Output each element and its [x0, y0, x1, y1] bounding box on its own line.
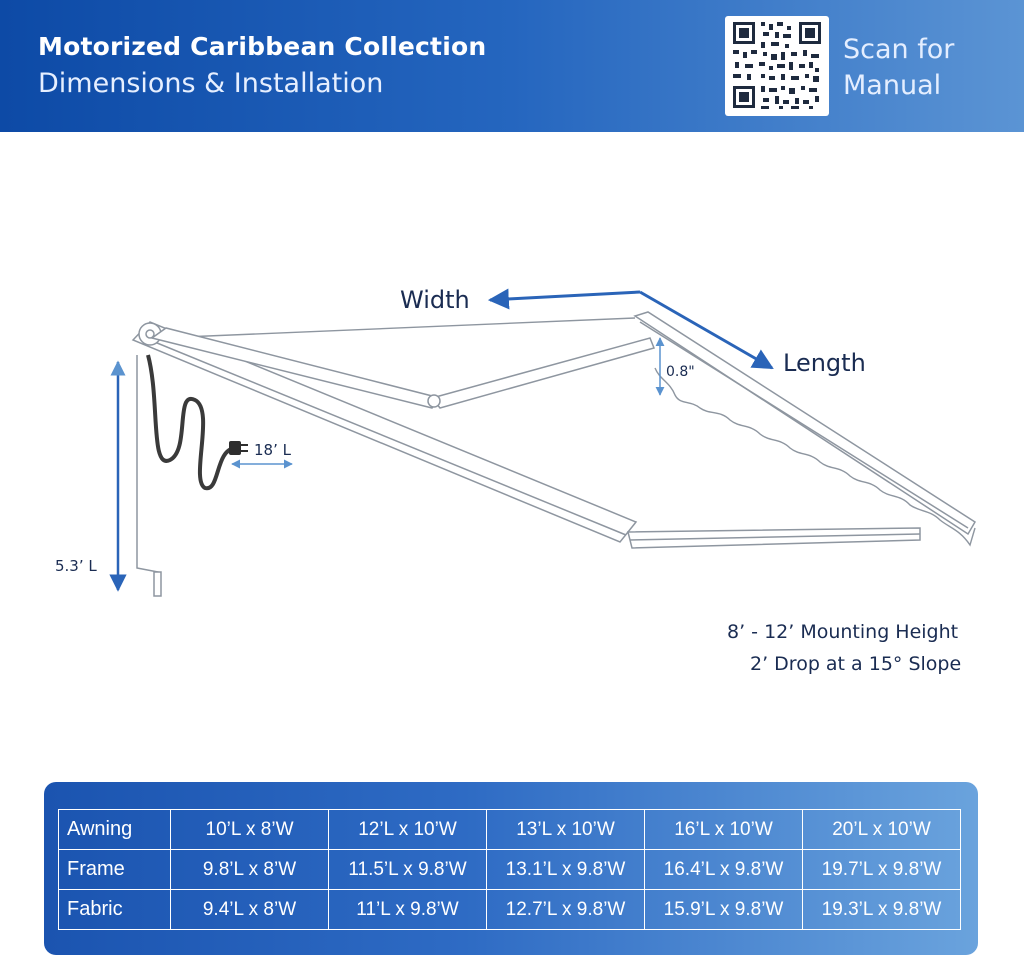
table-cell: 15.9’L x 9.8’W — [644, 889, 803, 930]
drop-slope-label: 2’ Drop at a 15° Slope — [750, 653, 962, 675]
folding-arm — [150, 327, 656, 409]
awning-diagram — [109, 288, 977, 597]
table-cell: 12’L x 10’W — [328, 809, 487, 850]
table-row: Awning 10’L x 8’W 12’L x 10’W 13’L x 10’… — [58, 809, 961, 850]
table-cell: 16’L x 10’W — [644, 809, 803, 850]
size-table-panel: Awning 10’L x 8’W 12’L x 10’W 13’L x 10’… — [44, 782, 978, 955]
table-cell: 10’L x 8’W — [170, 809, 329, 850]
header-banner: Motorized Caribbean Collection Dimension… — [0, 0, 1024, 132]
plug-icon — [229, 441, 241, 455]
table-cell: 19.7’L x 9.8’W — [802, 849, 961, 890]
table-cell: 19.3’L x 9.8’W — [802, 889, 961, 930]
row-label: Awning — [58, 809, 171, 850]
size-table: Awning 10’L x 8’W 12’L x 10’W 13’L x 10’… — [58, 809, 961, 930]
cord-length-label: 18’ L — [254, 441, 291, 459]
page-title: Motorized Caribbean Collection — [38, 32, 487, 61]
table-cell: 11’L x 9.8’W — [328, 889, 487, 930]
mounting-height-label: 8’ - 12’ Mounting Height — [727, 621, 959, 643]
table-cell: 9.8’L x 8’W — [170, 849, 329, 890]
row-label: Frame — [58, 849, 171, 890]
width-label: Width — [400, 286, 470, 314]
length-arrow — [639, 290, 774, 370]
table-cell: 13.1’L x 9.8’W — [486, 849, 645, 890]
scan-for-manual-text: Scan for Manual — [843, 34, 955, 101]
table-cell: 12.7’L x 9.8’W — [486, 889, 645, 930]
canopy-fabric — [159, 317, 976, 547]
bottom-rail — [627, 527, 921, 549]
table-cell: 16.4’L x 9.8’W — [644, 849, 803, 890]
table-cell: 20’L x 10’W — [802, 809, 961, 850]
front-bar — [633, 311, 977, 536]
roller-tube — [131, 321, 638, 543]
table-row: Frame 9.8’L x 8’W 11.5’L x 9.8’W 13.1’L … — [58, 849, 961, 890]
crank-length-label: 5.3’ L — [55, 557, 97, 575]
row-label: Fabric — [58, 889, 171, 930]
power-cord — [146, 354, 248, 491]
table-row: Fabric 9.4’L x 8’W 11’L x 9.8’W 12.7’L x… — [58, 889, 961, 930]
valance-height-label: 0.8" — [666, 364, 695, 380]
crank-rod — [136, 355, 162, 597]
length-label: Length — [783, 349, 866, 377]
width-arrow — [487, 288, 641, 310]
qr-code-icon[interactable] — [725, 16, 829, 116]
page-subtitle: Dimensions & Installation — [38, 68, 384, 99]
table-cell: 11.5’L x 9.8’W — [328, 849, 487, 890]
table-cell: 13’L x 10’W — [486, 809, 645, 850]
table-cell: 9.4’L x 8’W — [170, 889, 329, 930]
